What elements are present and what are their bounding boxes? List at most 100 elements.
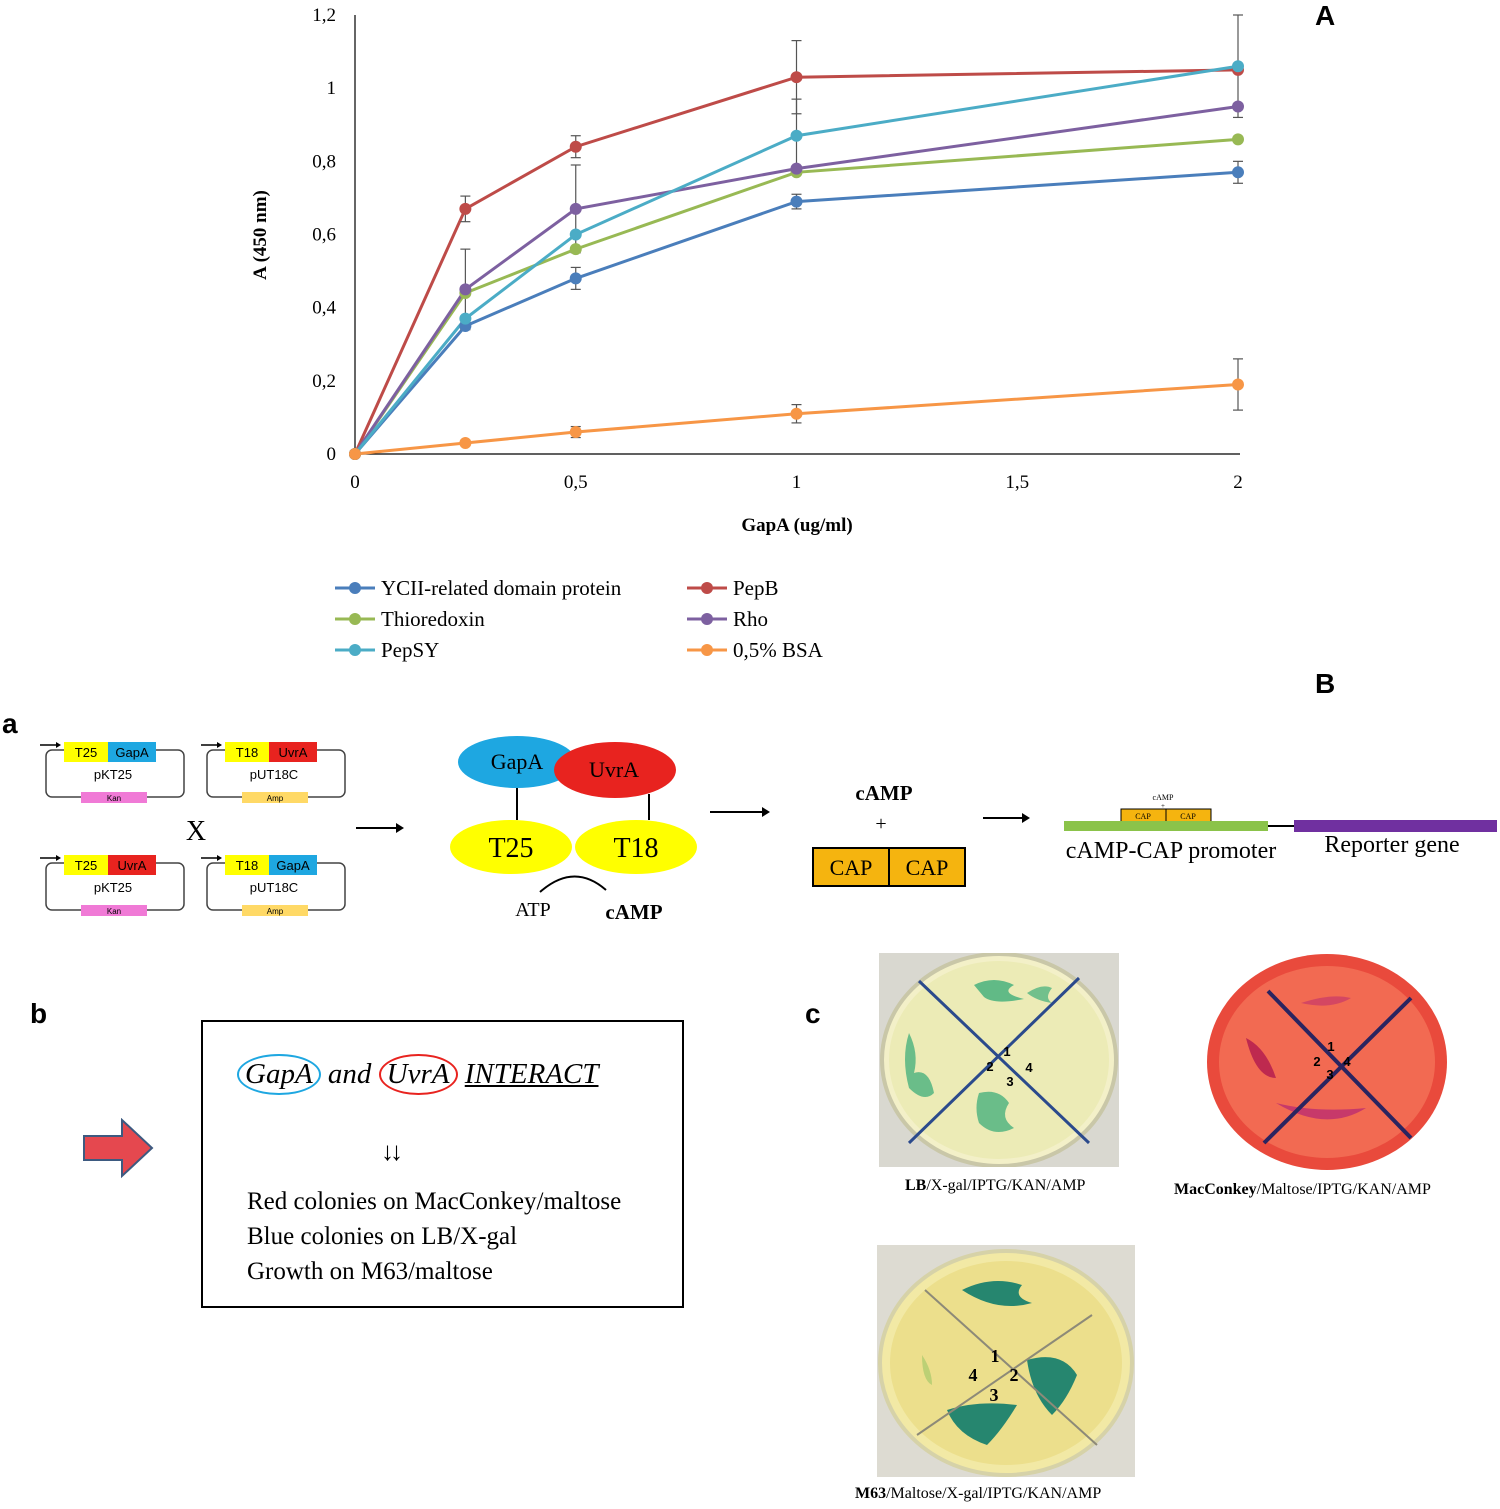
plate-supplements: /Maltose/X-gal/IPTG/KAN/AMP xyxy=(886,1485,1102,1502)
plate-number: 2 xyxy=(1313,1054,1320,1069)
data-point-thioredoxin xyxy=(569,243,582,256)
t25-label: T25 xyxy=(488,833,533,864)
resistance-label: Amp xyxy=(267,794,284,803)
reporter-gene-label: Reporter gene xyxy=(1324,832,1459,858)
plasmid-name: pKT25 xyxy=(94,880,132,895)
data-point-pepsy xyxy=(569,228,582,241)
data-point-ycii-related-domain-protein xyxy=(790,195,803,208)
plasmid-put18c-uvra: T18 UvrA pUT18C Amp xyxy=(201,742,346,803)
camp-label: cAMP xyxy=(855,781,912,805)
tag-label: T25 xyxy=(75,858,97,873)
data-point-pepb xyxy=(790,71,803,84)
data-point-0-5-bsa xyxy=(569,426,582,439)
lb-plate-photo: 1 2 3 4 xyxy=(879,953,1119,1167)
small-plus-label: + xyxy=(1161,802,1165,810)
plasmid-pkt25-uvra: T25 UvrA pKT25 Kan xyxy=(40,855,185,916)
resistance-marker xyxy=(242,905,308,916)
gene-box xyxy=(108,855,156,875)
macconkey-plate-caption: MacConkey/Maltose/IPTG/KAN/AMP xyxy=(1174,1181,1431,1199)
tag-box xyxy=(64,855,108,875)
gapa-label: GapA xyxy=(491,749,544,774)
promoter-arrowhead-icon xyxy=(56,742,61,748)
y-tick-label: 0,6 xyxy=(312,225,336,246)
panel-label-B: B xyxy=(1315,668,1336,699)
legend-label: Rho xyxy=(733,607,768,631)
gene-box xyxy=(269,855,317,875)
data-point-ycii-related-domain-protein xyxy=(569,272,582,285)
result-line-m63: Growth on M63/maltose xyxy=(247,1258,493,1285)
plus-sign: + xyxy=(875,813,886,835)
double-down-arrow-icon: ↓↓ xyxy=(381,1137,403,1166)
legend-swatch-marker xyxy=(349,613,361,625)
plate-number: 3 xyxy=(1006,1074,1013,1089)
resistance-marker xyxy=(81,905,147,916)
m63-plate-caption: M63/Maltose/X-gal/IPTG/KAN/AMP xyxy=(855,1485,1101,1503)
data-point-rho xyxy=(1232,100,1244,113)
m63-plate-photo: 1 2 3 4 xyxy=(877,1245,1135,1477)
arrow-right-icon xyxy=(983,813,1030,823)
plate-medium: LB xyxy=(905,1177,927,1194)
result-line-lb: Blue colonies on LB/X-gal xyxy=(247,1223,518,1250)
data-point-0-5-bsa xyxy=(349,448,361,460)
promoter-label: cAMP-CAP promoter xyxy=(1066,838,1276,864)
big-red-arrow-icon xyxy=(83,1118,154,1179)
data-point-ycii-related-domain-protein xyxy=(1232,166,1244,179)
gene-label: GapA xyxy=(115,745,149,760)
plate-number: 2 xyxy=(1010,1365,1019,1385)
t18-ellipse xyxy=(575,820,697,874)
data-point-rho xyxy=(790,162,803,175)
t18-label: T18 xyxy=(613,833,658,864)
resistance-marker xyxy=(81,792,147,803)
legend-swatch-marker xyxy=(349,644,361,656)
legend-entry: YCII-related domain protein xyxy=(335,576,622,600)
cross-symbol: X xyxy=(186,816,206,847)
data-point-pepsy xyxy=(790,129,803,142)
promoter-arrowhead-icon xyxy=(217,855,222,861)
plasmid-name: pUT18C xyxy=(250,767,298,782)
plate-number: 3 xyxy=(1326,1067,1333,1082)
legend-swatch-marker xyxy=(701,582,713,594)
legend-label: PepB xyxy=(733,576,779,600)
plate-number: 1 xyxy=(1327,1039,1334,1054)
y-tick-label: 0 xyxy=(327,444,337,465)
legend-swatch-marker xyxy=(701,613,713,625)
gene-label: GapA xyxy=(276,858,310,873)
gene-box xyxy=(269,742,317,762)
plate-number: 3 xyxy=(990,1385,999,1405)
y-tick-label: 1 xyxy=(327,78,337,99)
x-tick-label: 1 xyxy=(792,472,802,493)
y-tick-label: 1,2 xyxy=(312,5,336,26)
legend-label: PepSY xyxy=(381,638,439,662)
arrow-right-icon xyxy=(356,823,404,833)
camp-product-label: cAMP xyxy=(605,900,662,924)
data-point-0-5-bsa xyxy=(790,407,803,420)
tag-label: T18 xyxy=(236,745,258,760)
data-point-rho xyxy=(569,202,582,215)
legend-entry: PepSY xyxy=(335,638,439,662)
y-axis-title: A (450 nm) xyxy=(250,190,271,280)
gene-label: UvrA xyxy=(118,858,147,873)
tag-label: T25 xyxy=(75,745,97,760)
data-point-thioredoxin xyxy=(1232,133,1244,146)
t25-ellipse xyxy=(450,820,572,874)
data-point-pepb xyxy=(459,202,472,215)
arrow-right-icon xyxy=(710,807,770,817)
bacterial-two-hybrid-scheme: T25 GapA pKT25 Kan T18 UvrA pUT18C Amp T25 UvrA pK… xyxy=(40,736,1497,924)
uvra-label: UvrA xyxy=(589,757,639,782)
legend-label: YCII-related domain protein xyxy=(381,576,622,600)
panel-label-A: A xyxy=(1315,0,1336,31)
gapa-ellipse xyxy=(458,736,576,788)
reporter-gene-bar xyxy=(1294,820,1497,832)
plasmid-name: pKT25 xyxy=(94,767,132,782)
plasmid-pkt25-gapa: T25 GapA pKT25 Kan xyxy=(40,742,185,803)
legend-label: Thioredoxin xyxy=(381,607,485,631)
plate-number: 4 xyxy=(1025,1060,1033,1075)
data-point-pepb xyxy=(569,140,582,153)
plasmid-name: pUT18C xyxy=(250,880,298,895)
legend-entry: 0,5% BSA xyxy=(687,638,824,662)
resistance-marker xyxy=(242,792,308,803)
x-axis-title: GapA (ug/ml) xyxy=(741,515,852,536)
resistance-label: Amp xyxy=(267,907,284,916)
promoter-bar xyxy=(1064,821,1268,831)
plate-number: 2 xyxy=(986,1059,993,1074)
